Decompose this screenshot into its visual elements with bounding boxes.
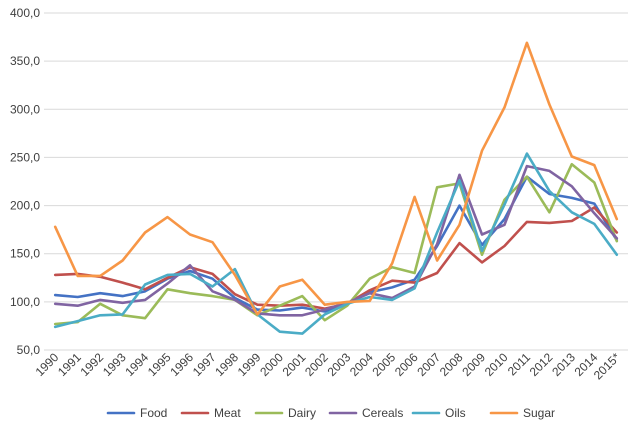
legend-item-dairy: Dairy [254,406,316,420]
legend-label: Food [140,406,167,420]
x-tick-label: 2003 [325,350,354,379]
y-tick-label: 50,0 [17,343,41,357]
x-axis-tick-labels: 1990199119921993199419951996199719981999… [33,350,624,382]
x-tick-label: 2001 [280,350,309,379]
x-tick-label: 2007 [414,350,443,379]
y-tick-label: 200,0 [10,199,40,213]
y-tick-label: 100,0 [10,295,40,309]
x-tick-label: 2002 [302,350,331,379]
x-tick-label: 2010 [482,350,511,379]
legend: Food Meat Dairy Cereals Oils Sugar [106,406,555,420]
series-line-food [53,175,619,313]
series-line-sugar [53,41,619,316]
legend-item-meat: Meat [180,406,241,420]
x-tick-label: 1996 [167,350,196,379]
legend-label: Meat [214,406,241,420]
y-tick-label: 250,0 [10,150,40,164]
y-axis-tick-labels: 50,0 100,0 150,0 200,0 250,0 300,0 350,0 400,0 [10,6,40,357]
legend-label: Cereals [362,406,403,420]
x-tick-label: 1997 [190,350,219,379]
x-tick-label: 1998 [212,350,241,379]
x-tick-label: 1999 [235,350,264,379]
x-tick-label: 1992 [77,350,106,379]
series-line-cereals [53,164,619,317]
x-tick-label: 2015* [591,350,623,382]
legend-item-oils: Oils [411,406,466,420]
x-tick-label: 2006 [392,350,421,379]
legend-item-sugar: Sugar [489,406,555,420]
x-tick-label: 1991 [55,350,84,379]
y-tick-label: 300,0 [10,102,40,116]
series-lines [53,41,619,335]
x-tick-label: 1993 [100,350,129,379]
y-tick-label: 350,0 [10,54,40,68]
series-line-dairy [53,162,619,326]
x-tick-label: 1994 [122,350,151,379]
y-tick-label: 150,0 [10,247,40,261]
x-tick-label: 2008 [437,350,466,379]
x-tick-label: 2013 [549,350,578,379]
series-line-oils [53,152,619,335]
legend-label: Sugar [523,406,555,420]
legend-item-cereals: Cereals [328,406,403,420]
x-tick-label: 2012 [527,350,556,379]
legend-label: Oils [445,406,466,420]
x-tick-label: 2004 [347,350,376,379]
x-tick-label: 2009 [459,350,488,379]
y-tick-label: 400,0 [10,6,40,20]
x-tick-label: 2011 [505,350,533,378]
x-tick-label: 1995 [145,350,174,379]
gridlines [44,12,628,351]
legend-label: Dairy [288,406,316,420]
x-tick-label: 2000 [257,350,286,379]
x-tick-label: 2005 [369,350,398,379]
legend-item-food: Food [106,406,167,420]
